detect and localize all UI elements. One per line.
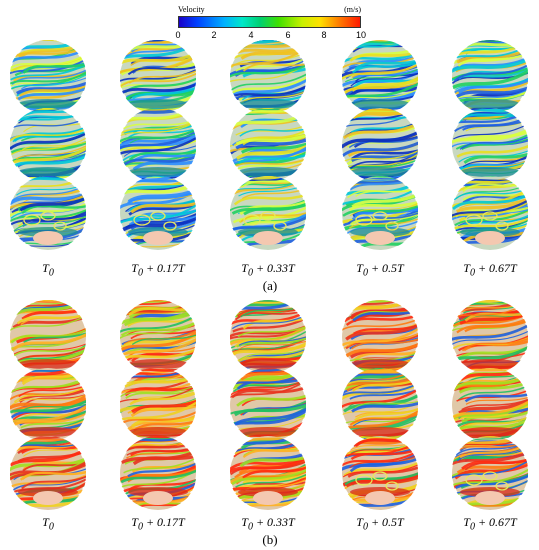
- streamline-graphic: [342, 108, 418, 182]
- impeller-streamline-image: [230, 40, 306, 114]
- time-label: T0 + 0.33T: [241, 515, 295, 533]
- impeller-streamline-image: [452, 368, 528, 442]
- impeller-streamline-image: [120, 300, 196, 374]
- streamline-graphic: [342, 368, 418, 442]
- impeller-streamline-image: [120, 368, 196, 442]
- colorbar-title: Velocity: [178, 5, 205, 14]
- colorbar-tick: 6: [285, 30, 291, 40]
- streamline-graphic: [230, 300, 306, 374]
- impeller-streamline-image: [120, 40, 196, 114]
- impeller-streamline-image: [120, 436, 196, 510]
- time-label: T0: [42, 261, 54, 279]
- streamline-graphic: [452, 40, 528, 114]
- streamline-graphic: [120, 40, 196, 114]
- panel-b: [0, 300, 539, 510]
- impeller-streamline-image: [342, 108, 418, 182]
- impeller-streamline-image: [10, 436, 86, 510]
- streamline-graphic: [452, 300, 528, 374]
- streamline-graphic: [230, 108, 306, 182]
- time-label: T0 + 0.5T: [356, 515, 404, 533]
- impeller-column: [112, 40, 204, 250]
- impeller-streamline-image: [120, 176, 196, 250]
- streamline-graphic: [10, 40, 86, 114]
- impeller-streamline-image: [230, 108, 306, 182]
- impeller-column: [222, 40, 314, 250]
- impeller-streamline-image: [230, 300, 306, 374]
- impeller-column: [112, 300, 204, 510]
- time-label: T0 + 0.5T: [356, 261, 404, 279]
- time-label: T0 + 0.17T: [131, 261, 185, 279]
- streamline-graphic: [230, 436, 306, 510]
- impeller-streamline-image: [10, 368, 86, 442]
- impeller-streamline-image: [230, 368, 306, 442]
- impeller-streamline-image: [452, 108, 528, 182]
- panel-label-b: (b): [262, 532, 278, 547]
- impeller-column: [222, 300, 314, 510]
- streamline-graphic: [10, 368, 86, 442]
- impeller-streamline-image: [10, 300, 86, 374]
- streamline-graphic: [120, 108, 196, 182]
- colorbar-unit: (m/s): [344, 5, 361, 14]
- streamline-graphic: [342, 176, 418, 250]
- streamline-graphic: [452, 176, 528, 250]
- streamline-graphic: [230, 40, 306, 114]
- impeller-streamline-image: [452, 436, 528, 510]
- streamline-graphic: [342, 40, 418, 114]
- streamline-graphic: [452, 436, 528, 510]
- impeller-streamline-image: [452, 300, 528, 374]
- impeller-column: [444, 40, 536, 250]
- streamline-graphic: [10, 436, 86, 510]
- impeller-streamline-image: [342, 368, 418, 442]
- impeller-streamline-image: [10, 176, 86, 250]
- streamline-graphic: [230, 368, 306, 442]
- impeller-streamline-image: [452, 176, 528, 250]
- time-label: T0 + 0.33T: [241, 261, 295, 279]
- colorbar-tick: 8: [321, 30, 327, 40]
- panel-label-a: (a): [262, 278, 278, 293]
- panel-a: [0, 40, 539, 250]
- streamline-graphic: [120, 300, 196, 374]
- impeller-streamline-image: [230, 436, 306, 510]
- impeller-streamline-image: [342, 40, 418, 114]
- time-label: T0 + 0.17T: [131, 515, 185, 533]
- streamline-graphic: [452, 368, 528, 442]
- streamline-graphic: [120, 436, 196, 510]
- time-label: T0: [42, 515, 54, 533]
- streamline-graphic: [10, 300, 86, 374]
- impeller-streamline-image: [452, 40, 528, 114]
- impeller-streamline-image: [230, 176, 306, 250]
- streamline-graphic: [120, 176, 196, 250]
- impeller-streamline-image: [10, 108, 86, 182]
- impeller-column: [444, 300, 536, 510]
- streamline-graphic: [230, 176, 306, 250]
- streamline-graphic: [452, 108, 528, 182]
- colorbar-tick: 4: [248, 30, 254, 40]
- colorbar-tick: 10: [355, 30, 367, 40]
- streamline-graphic: [120, 368, 196, 442]
- time-label: T0 + 0.67T: [463, 515, 517, 533]
- impeller-streamline-image: [120, 108, 196, 182]
- impeller-column: [2, 300, 94, 510]
- streamline-graphic: [10, 108, 86, 182]
- streamline-graphic: [342, 300, 418, 374]
- impeller-streamline-image: [342, 176, 418, 250]
- streamline-graphic: [342, 436, 418, 510]
- impeller-column: [2, 40, 94, 250]
- colorbar-tick: 0: [175, 30, 181, 40]
- colorbar-tick: 2: [211, 30, 217, 40]
- impeller-column: [334, 40, 426, 250]
- velocity-colorbar: Velocity (m/s) 0 2 4 6 8 10: [175, 5, 366, 43]
- colorbar-gradient: [178, 16, 361, 28]
- time-label: T0 + 0.67T: [463, 261, 517, 279]
- impeller-streamline-image: [10, 40, 86, 114]
- impeller-column: [334, 300, 426, 510]
- impeller-streamline-image: [342, 436, 418, 510]
- impeller-streamline-image: [342, 300, 418, 374]
- streamline-graphic: [10, 176, 86, 250]
